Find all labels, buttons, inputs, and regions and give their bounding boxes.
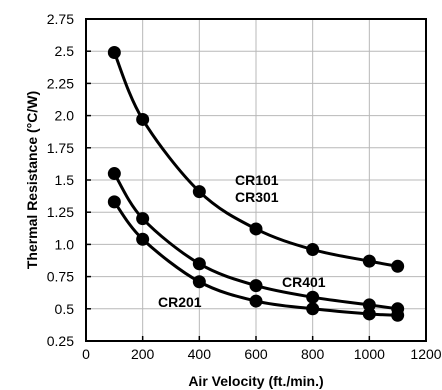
data-point <box>306 290 320 304</box>
series-group <box>107 45 405 322</box>
data-point <box>192 275 206 289</box>
series-label: CR401 <box>282 274 326 290</box>
y-tick-label: 1.75 <box>47 140 74 156</box>
axis-ticks: 0 200 400 600 800 1000 1200 0.25 0.5 0.75 1.0 1.25 1… <box>47 11 442 362</box>
x-tick-label: 0 <box>82 346 90 362</box>
y-tick-label: 2.25 <box>47 75 74 91</box>
y-tick-label: 1.25 <box>47 204 74 220</box>
data-point <box>136 212 150 226</box>
data-point <box>362 298 376 312</box>
y-tick-label: 2.5 <box>55 43 75 59</box>
data-point <box>107 167 121 181</box>
x-tick-label: 1200 <box>410 346 441 362</box>
y-tick-label: 0.25 <box>47 333 74 349</box>
data-point <box>362 307 376 321</box>
x-tick-label: 400 <box>188 346 212 362</box>
data-point <box>362 254 376 268</box>
data-point <box>107 195 121 209</box>
data-point <box>306 243 320 257</box>
data-point <box>192 257 206 271</box>
y-axis-title: Thermal Resistance (°C/W) <box>24 91 40 269</box>
data-point <box>306 302 320 316</box>
y-tick-label: 1.5 <box>55 172 75 188</box>
series-label: CR301 <box>235 189 279 205</box>
series-label: CR101 <box>235 172 279 188</box>
data-point <box>249 279 263 293</box>
series-label: CR201 <box>158 294 202 310</box>
y-tick-label: 0.5 <box>55 301 75 317</box>
y-tick-label: 1.0 <box>55 236 75 252</box>
data-point <box>107 45 121 59</box>
data-point <box>391 259 405 273</box>
x-tick-label: 600 <box>244 346 268 362</box>
x-axis-title: Air Velocity (ft./min.) <box>188 373 323 389</box>
x-tick-label: 800 <box>301 346 325 362</box>
y-tick-label: 2.0 <box>55 108 75 124</box>
data-point <box>136 112 150 126</box>
x-tick-label: 200 <box>131 346 155 362</box>
y-tick-label: 0.75 <box>47 269 74 285</box>
data-point <box>136 232 150 246</box>
x-tick-label: 1000 <box>354 346 385 362</box>
y-tick-label: 2.75 <box>47 11 74 27</box>
data-point <box>192 185 206 199</box>
data-point <box>391 308 405 322</box>
data-point <box>249 294 263 308</box>
data-point <box>249 222 263 236</box>
